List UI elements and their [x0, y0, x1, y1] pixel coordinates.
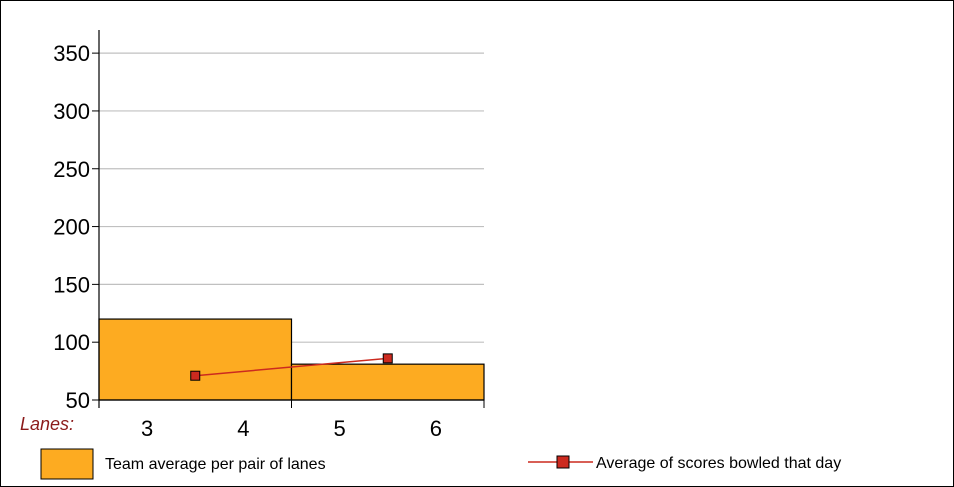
- grid-lines: [99, 52, 484, 343]
- x-axis: 3 4 5 6: [99, 399, 485, 441]
- x-tick-label: 4: [237, 416, 249, 441]
- line-series: [190, 353, 393, 381]
- y-tick-label: 100: [53, 330, 90, 355]
- y-tick-label: 50: [66, 388, 90, 413]
- legend-square-marker: [556, 455, 570, 469]
- line-point: [190, 370, 201, 381]
- x-tick-label: 5: [334, 416, 346, 441]
- y-tick-label: 350: [53, 41, 90, 66]
- y-axis: 50 100 150 200 250 300 350: [53, 30, 100, 413]
- x-tick-label: 3: [141, 416, 153, 441]
- series-line: [195, 357, 388, 377]
- legend-label-line: Average of scores bowled that day: [596, 455, 841, 472]
- bars: [98, 318, 485, 401]
- y-tick-label: 300: [53, 99, 90, 124]
- y-tick-label: 250: [53, 157, 90, 182]
- bar: [98, 318, 293, 401]
- x-tick-label: 6: [430, 416, 442, 441]
- bar: [290, 363, 485, 401]
- legend: Team average per pair of lanes Average o…: [40, 448, 841, 480]
- legend-label-bars: Team average per pair of lanes: [105, 456, 326, 473]
- y-tick-label: 200: [53, 215, 90, 240]
- x-axis-label: Lanes:: [20, 414, 74, 434]
- line-point: [382, 353, 393, 364]
- y-tick-label: 150: [53, 272, 90, 297]
- legend-swatch-bars: [40, 448, 94, 480]
